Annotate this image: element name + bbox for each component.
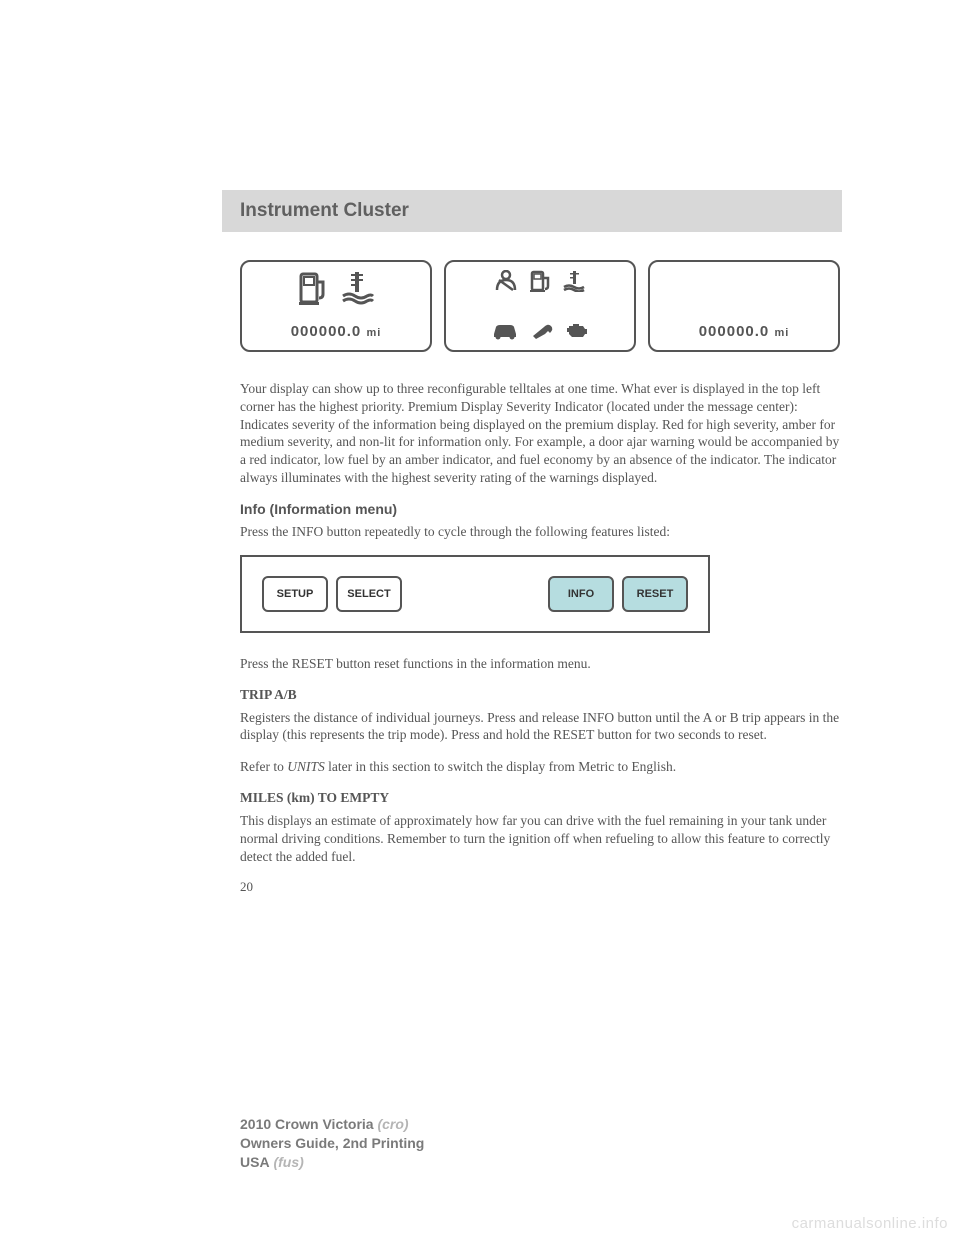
reset-button: RESET bbox=[622, 576, 688, 612]
paragraph-telltales: Your display can show up to three reconf… bbox=[240, 380, 840, 487]
seatbelt-icon bbox=[493, 270, 519, 292]
display-panels: 000000.0 mi bbox=[240, 260, 840, 352]
odometer-1: 000000.0 mi bbox=[291, 323, 382, 340]
fuel-icon-small bbox=[529, 270, 553, 292]
watermark: carmanualsonline.info bbox=[792, 1215, 948, 1232]
select-button: SELECT bbox=[336, 576, 402, 612]
wrench-icon bbox=[530, 322, 554, 340]
paragraph-info: Press the INFO button repeatedly to cycl… bbox=[240, 523, 840, 541]
temperature-icon bbox=[341, 270, 375, 306]
info-button: INFO bbox=[548, 576, 614, 612]
miles-heading: MILES (km) TO EMPTY bbox=[240, 790, 840, 806]
temperature-icon-small bbox=[563, 270, 587, 292]
display-panel-2 bbox=[444, 260, 636, 352]
info-menu-heading: Info (Information menu) bbox=[240, 501, 840, 517]
paragraph-trip: Registers the distance of individual jou… bbox=[240, 709, 840, 745]
setup-button: SETUP bbox=[262, 576, 328, 612]
button-panel: SETUP SELECT INFO RESET bbox=[240, 555, 710, 633]
paragraph-units: Refer to UNITS later in this section to … bbox=[240, 758, 840, 776]
display-panel-1: 000000.0 mi bbox=[240, 260, 432, 352]
odometer-3: 000000.0 mi bbox=[699, 323, 790, 340]
page-number: 20 bbox=[240, 879, 840, 895]
paragraph-miles: This displays an estimate of approximate… bbox=[240, 812, 840, 865]
trip-heading: TRIP A/B bbox=[240, 687, 840, 703]
paragraph-reset: Press the RESET button reset functions i… bbox=[240, 655, 840, 673]
fuel-icon bbox=[297, 270, 331, 306]
section-header: Instrument Cluster bbox=[222, 190, 842, 232]
section-title: Instrument Cluster bbox=[240, 200, 824, 222]
engine-icon bbox=[564, 322, 590, 340]
footer: 2010 Crown Victoria (cro) Owners Guide, … bbox=[240, 1115, 424, 1172]
display-panel-3: 000000.0 mi bbox=[648, 260, 840, 352]
car-icon bbox=[490, 322, 520, 340]
